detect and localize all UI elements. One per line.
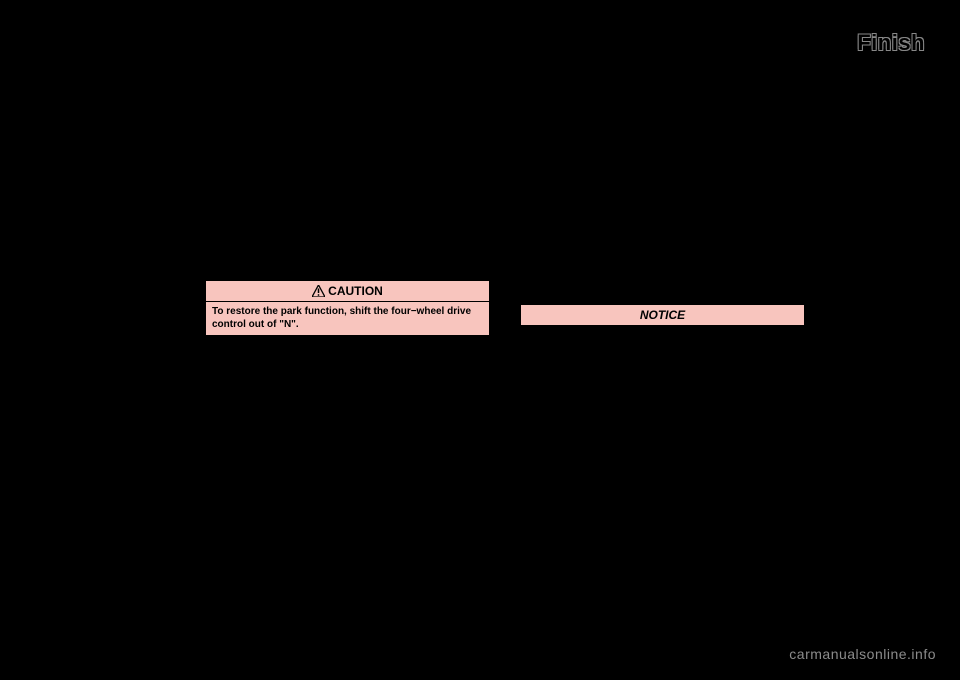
notice-top-rule xyxy=(520,295,805,296)
manual-page: Finish CAUTION To restore the park funct… xyxy=(0,0,960,680)
caution-box: CAUTION To restore the park function, sh… xyxy=(205,280,490,336)
caution-header: CAUTION xyxy=(206,281,489,302)
watermark-text: carmanualsonline.info xyxy=(789,646,936,662)
caution-body-text: To restore the park function, shift the … xyxy=(206,302,489,335)
warning-triangle-icon xyxy=(312,285,325,297)
right-column: NOTICE xyxy=(520,295,805,326)
page-title-finish: Finish xyxy=(857,30,925,56)
notice-box: NOTICE xyxy=(520,304,805,326)
left-column: CAUTION To restore the park function, sh… xyxy=(205,280,490,336)
caution-title: CAUTION xyxy=(328,284,383,298)
notice-title: NOTICE xyxy=(521,305,804,325)
